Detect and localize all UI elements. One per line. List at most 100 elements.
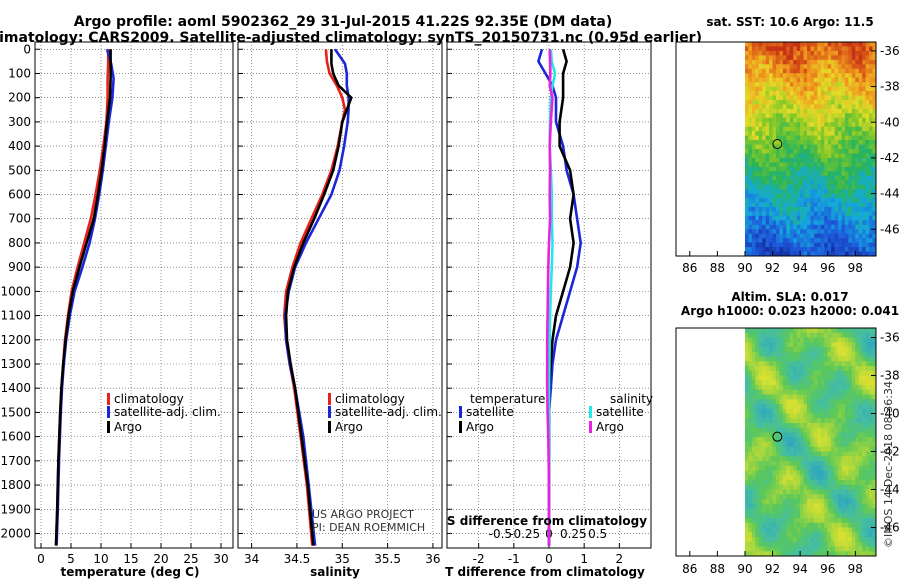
sla-cell (772, 418, 777, 424)
sla-cell (820, 337, 825, 343)
sla-cell (758, 546, 763, 552)
sla-cell (779, 451, 784, 457)
sst-cell (769, 220, 774, 226)
sst-cell (789, 251, 794, 256)
sst-cell (803, 224, 808, 230)
sst-cell (758, 157, 763, 163)
sst-cell (786, 166, 791, 172)
sla-cell (858, 328, 863, 334)
sst-cell (744, 229, 749, 235)
sst-cell (813, 77, 818, 83)
sst-cell (793, 233, 798, 239)
sla-cell (748, 437, 753, 443)
sla-cell (786, 404, 791, 410)
sst-cell (762, 193, 767, 199)
sst-cell (810, 198, 815, 203)
sla-cell (772, 342, 777, 348)
sla-cell (776, 480, 780, 486)
sst-cell (869, 149, 874, 154)
sst-cell (765, 171, 770, 177)
sst-cell (858, 149, 863, 154)
sst-cell (862, 73, 867, 79)
sst-cell (817, 211, 822, 217)
sla-cell (820, 480, 825, 486)
sla-cell (793, 408, 798, 414)
sst-cell (820, 215, 825, 221)
sst-cell (844, 144, 849, 150)
sst-cell (800, 215, 805, 221)
sst-cell (793, 189, 798, 195)
sla-cell (748, 370, 753, 376)
sla-cell (782, 432, 787, 438)
sst-cell (831, 50, 836, 56)
sst-cell (765, 144, 770, 150)
sst-cell (810, 122, 815, 128)
sla-cell (841, 508, 846, 514)
sst-cell (820, 180, 825, 186)
sla-cell (807, 465, 811, 471)
sla-cell (820, 375, 825, 381)
sla-cell (817, 356, 822, 362)
sla-cell (865, 446, 870, 452)
sst-cell (813, 180, 818, 186)
sst-cell (765, 122, 770, 128)
t-difference-xlabel: T difference from climatology (445, 565, 645, 579)
sla-cell (872, 380, 876, 386)
sst-cell (786, 140, 791, 146)
sst-cell (772, 184, 777, 190)
sst-cell (865, 233, 870, 239)
sla-cell (744, 508, 749, 514)
sst-cell (765, 77, 770, 83)
sla-cell (848, 484, 853, 490)
sla-cell (820, 527, 825, 533)
sla-cell (807, 347, 811, 353)
sla-cell (762, 399, 767, 405)
sla-cell (855, 508, 860, 514)
sst-cell (838, 104, 843, 110)
sst-cell (855, 206, 860, 212)
sla-cell (772, 413, 777, 419)
sla-cell (862, 499, 867, 505)
sla-cell (869, 465, 874, 471)
sla-cell (810, 470, 815, 476)
sst-cell (765, 162, 770, 168)
sla-cell (862, 332, 867, 338)
sla-cell (813, 418, 818, 424)
sst-cell (793, 140, 798, 146)
sst-cell (841, 233, 846, 239)
sst-cell (872, 117, 876, 123)
sst-cell (827, 233, 832, 239)
sla-cell (751, 442, 756, 448)
sla-cell (789, 385, 794, 391)
sla-cell (813, 375, 818, 381)
sla-cell (862, 494, 867, 500)
sla-cell (751, 451, 756, 457)
sst-cell (865, 247, 870, 253)
sst-cell (831, 220, 836, 226)
sla-cell (869, 351, 874, 357)
sst-cell (786, 144, 791, 150)
sla-cell (786, 423, 791, 429)
sst-cell (869, 50, 874, 56)
sst-cell (810, 99, 815, 105)
sla-cell (817, 442, 822, 448)
sst-cell (807, 206, 811, 212)
sla-cell (803, 518, 808, 524)
legend-swatch-t-satellite (459, 406, 462, 418)
sla-cell (758, 385, 763, 391)
sla-cell (831, 465, 836, 471)
sla-cell (758, 475, 763, 481)
sst-cell (769, 108, 774, 114)
sst-cell (779, 55, 784, 61)
sst-cell (779, 193, 784, 199)
sla-cell (758, 351, 763, 357)
sst-cell (851, 251, 856, 256)
sst-cell (800, 113, 805, 119)
sla-cell (851, 389, 856, 395)
sla-cell (844, 389, 849, 395)
sst-cell (769, 215, 774, 221)
sst-cell (800, 59, 805, 65)
sst-cell (820, 220, 825, 226)
sst-cell (834, 220, 839, 226)
sla-cell (744, 475, 749, 481)
